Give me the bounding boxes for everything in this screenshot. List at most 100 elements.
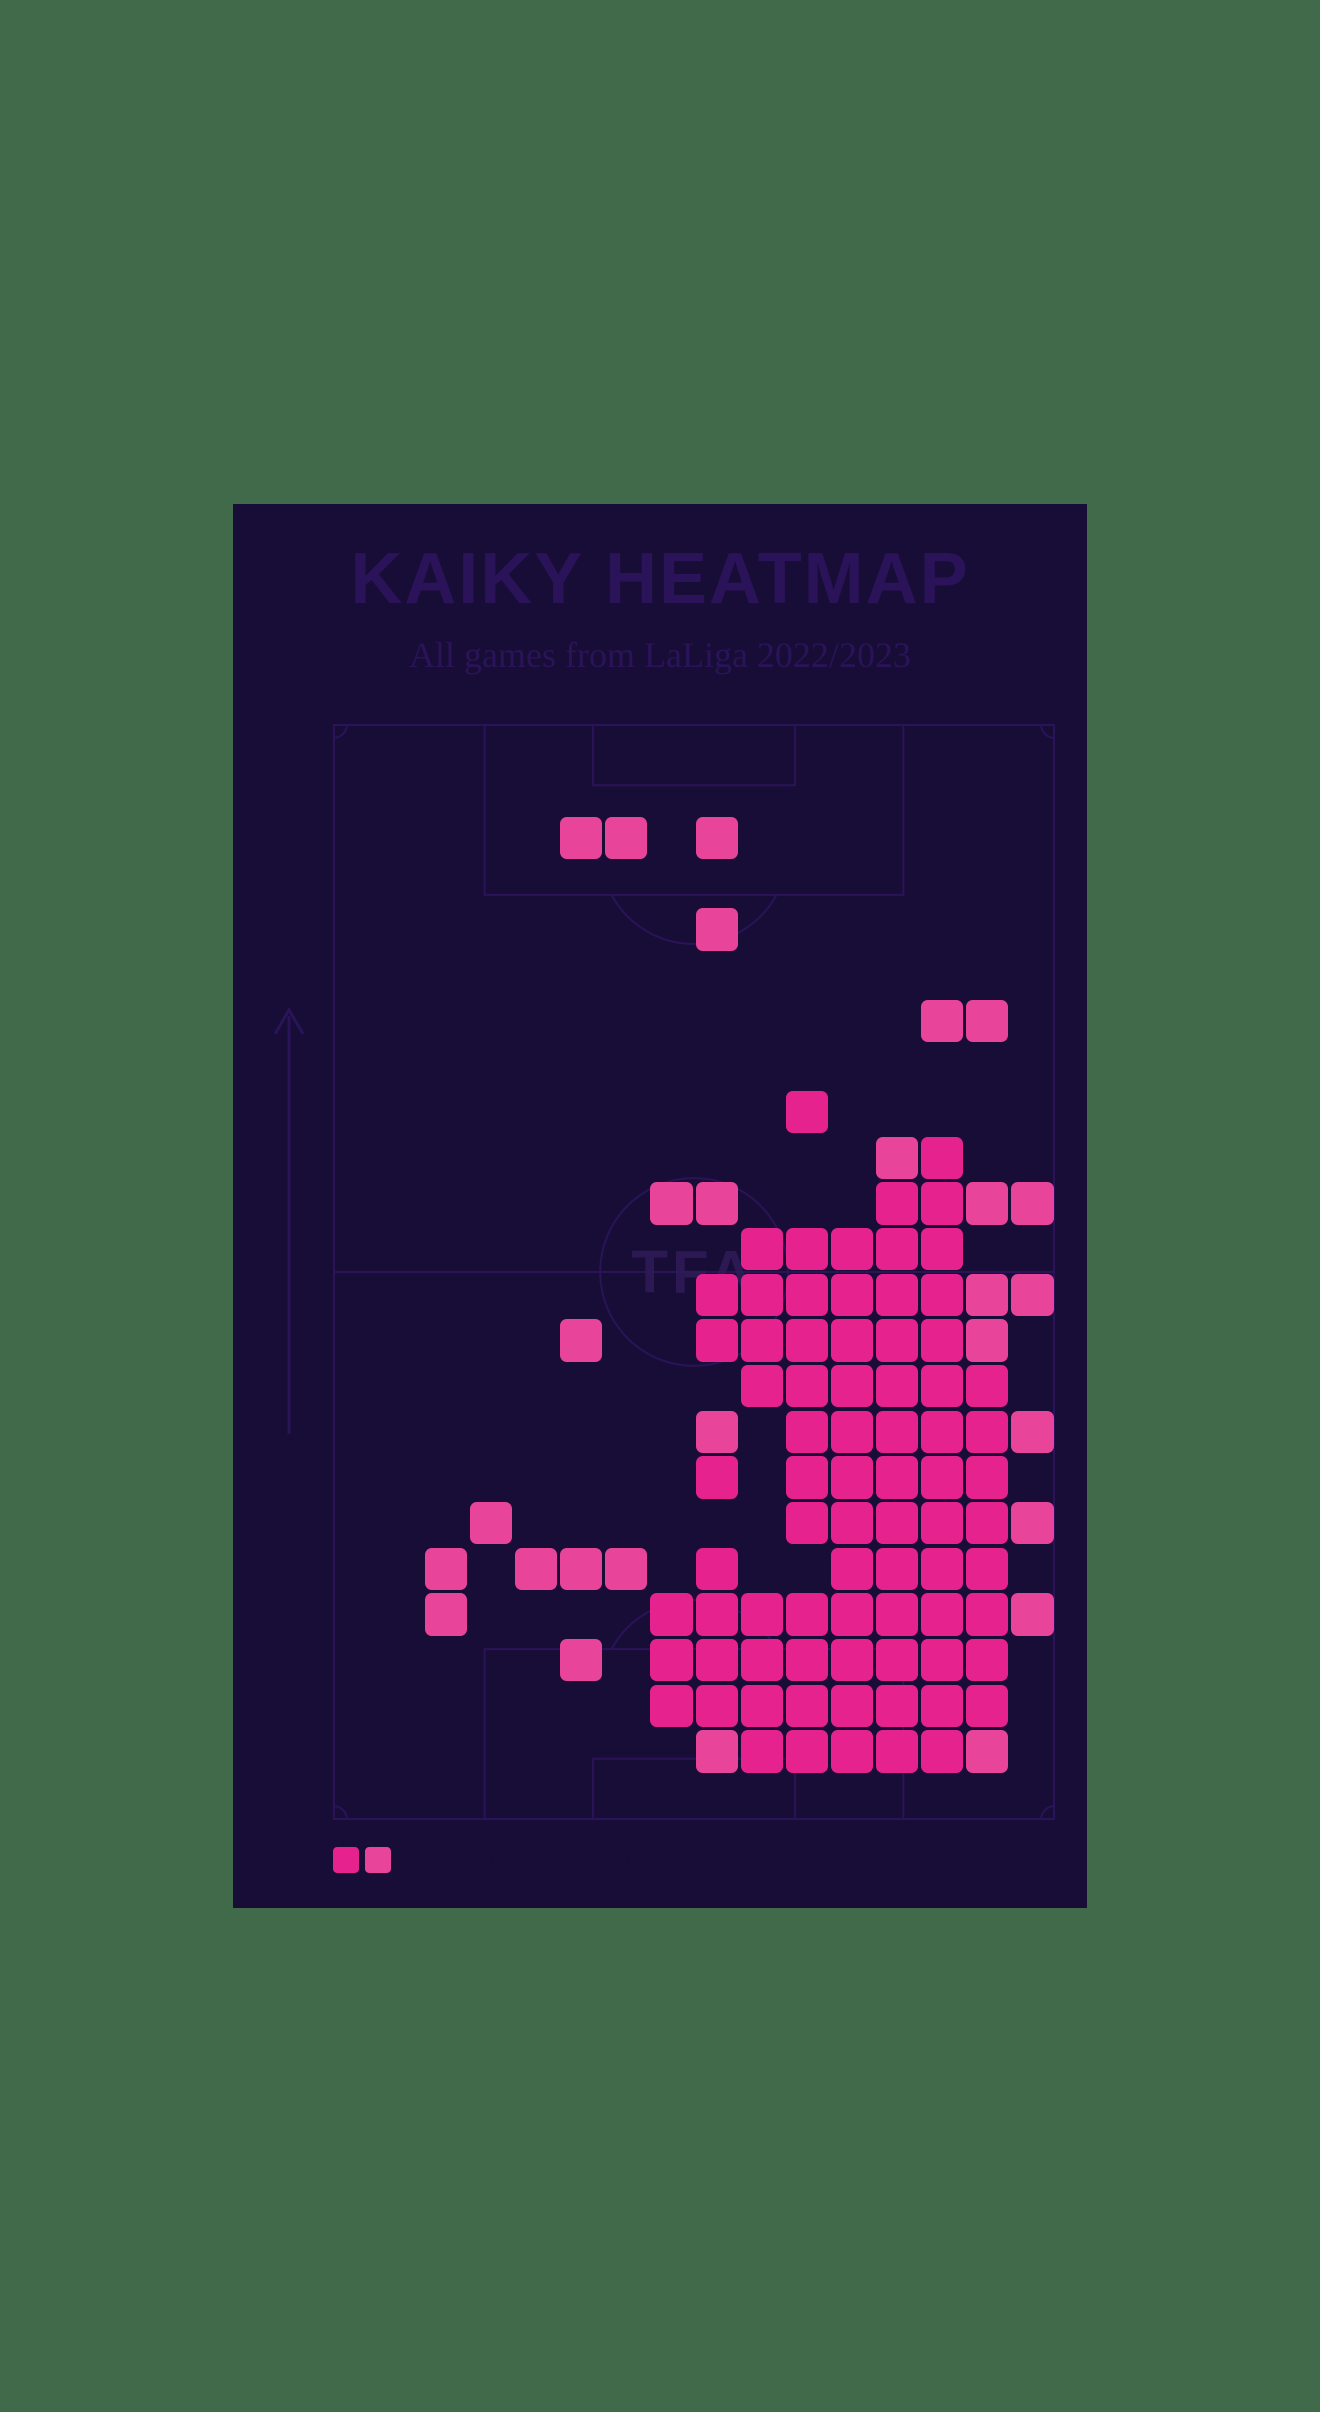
heatmap-cell — [741, 1319, 783, 1362]
heatmap-cell — [741, 1730, 783, 1773]
heatmap-cells — [333, 724, 1055, 1820]
heatmap-cell — [696, 1593, 738, 1636]
heatmap-cell — [696, 1730, 738, 1773]
heatmap-cell — [876, 1685, 918, 1728]
heatmap-cell — [1011, 1411, 1053, 1454]
heatmap-title: KAIKY HEATMAP — [233, 538, 1087, 620]
heatmap-cell — [876, 1182, 918, 1225]
heatmap-cell — [696, 1456, 738, 1499]
heatmap-cell — [786, 1274, 828, 1317]
legend-label: More / Less intensity — [407, 1844, 645, 1875]
pitch-container: TFA — [333, 724, 1055, 1820]
heatmap-cell — [921, 1456, 963, 1499]
heatmap-cell — [921, 1502, 963, 1545]
heatmap-cell — [650, 1182, 692, 1225]
heatmap-cell — [786, 1319, 828, 1362]
heatmap-cell — [1011, 1274, 1053, 1317]
heatmap-cell — [966, 1319, 1008, 1362]
heatmap-cell — [921, 1639, 963, 1682]
heatmap-cell — [966, 1548, 1008, 1591]
heatmap-card: KAIKY HEATMAP All games from LaLiga 2022… — [233, 504, 1087, 1908]
heatmap-cell — [470, 1502, 512, 1545]
heatmap-cell — [560, 1319, 602, 1362]
heatmap-cell — [831, 1548, 873, 1591]
heatmap-cell — [696, 1319, 738, 1362]
heatmap-cell — [921, 1365, 963, 1408]
heatmap-cell — [1011, 1502, 1053, 1545]
heatmap-cell — [696, 908, 738, 951]
heatmap-cell — [741, 1365, 783, 1408]
heatmap-cell — [786, 1091, 828, 1134]
heatmap-cell — [966, 1639, 1008, 1682]
heatmap-cell — [786, 1593, 828, 1636]
heatmap-cell — [786, 1730, 828, 1773]
heatmap-cell — [831, 1639, 873, 1682]
heatmap-cell — [876, 1137, 918, 1180]
heatmap-cell — [831, 1456, 873, 1499]
attack-direction-arrow — [269, 1004, 309, 1434]
heatmap-cell — [831, 1685, 873, 1728]
heatmap-cell — [876, 1365, 918, 1408]
heatmap-cell — [425, 1548, 467, 1591]
heatmap-cell — [876, 1593, 918, 1636]
heatmap-cell — [966, 1685, 1008, 1728]
heatmap-cell — [696, 817, 738, 860]
heatmap-cell — [650, 1639, 692, 1682]
heatmap-cell — [605, 1548, 647, 1591]
heatmap-cell — [786, 1639, 828, 1682]
heatmap-cell — [831, 1228, 873, 1271]
heatmap-cell — [831, 1365, 873, 1408]
heatmap-cell — [696, 1548, 738, 1591]
heatmap-cell — [786, 1365, 828, 1408]
heatmap-cell — [560, 1548, 602, 1591]
heatmap-cell — [876, 1319, 918, 1362]
heatmap-cell — [696, 1411, 738, 1454]
heatmap-cell — [921, 1685, 963, 1728]
page-background: KAIKY HEATMAP All games from LaLiga 2022… — [0, 0, 1320, 2412]
heatmap-cell — [831, 1319, 873, 1362]
heatmap-cell — [605, 817, 647, 860]
heatmap-cell — [921, 1548, 963, 1591]
heatmap-cell — [876, 1730, 918, 1773]
heatmap-cell — [741, 1274, 783, 1317]
heatmap-cell — [966, 1411, 1008, 1454]
heatmap-cell — [786, 1502, 828, 1545]
heatmap-cell — [741, 1685, 783, 1728]
heatmap-cell — [921, 1274, 963, 1317]
heatmap-cell — [966, 1456, 1008, 1499]
heatmap-cell — [876, 1548, 918, 1591]
heatmap-cell — [876, 1411, 918, 1454]
heatmap-cell — [696, 1639, 738, 1682]
heatmap-cell — [921, 1730, 963, 1773]
heatmap-cell — [696, 1182, 738, 1225]
heatmap-cell — [876, 1456, 918, 1499]
heatmap-cell — [921, 1137, 963, 1180]
heatmap-cell — [831, 1730, 873, 1773]
heatmap-cell — [921, 1182, 963, 1225]
heatmap-cell — [966, 1502, 1008, 1545]
heatmap-cell — [515, 1548, 557, 1591]
heatmap-cell — [966, 1365, 1008, 1408]
heatmap-cell — [921, 1411, 963, 1454]
heatmap-cell — [560, 1639, 602, 1682]
heatmap-cell — [786, 1411, 828, 1454]
heatmap-cell — [696, 1685, 738, 1728]
heatmap-cell — [921, 1228, 963, 1271]
heatmap-cell — [831, 1593, 873, 1636]
heatmap-cell — [921, 1000, 963, 1043]
heatmap-cell — [425, 1593, 467, 1636]
heatmap-cell — [831, 1502, 873, 1545]
heatmap-cell — [876, 1228, 918, 1271]
heatmap-cell — [966, 1593, 1008, 1636]
heatmap-cell — [786, 1228, 828, 1271]
heatmap-cell — [650, 1593, 692, 1636]
heatmap-cell — [1011, 1182, 1053, 1225]
heatmap-cell — [741, 1593, 783, 1636]
heatmap-cell — [876, 1502, 918, 1545]
heatmap-cell — [966, 1000, 1008, 1043]
heatmap-cell — [831, 1411, 873, 1454]
heatmap-cell — [921, 1593, 963, 1636]
heatmap-legend: More / Less intensity — [333, 1844, 645, 1875]
heatmap-cell — [876, 1639, 918, 1682]
heatmap-subtitle: All games from LaLiga 2022/2023 — [233, 634, 1087, 676]
